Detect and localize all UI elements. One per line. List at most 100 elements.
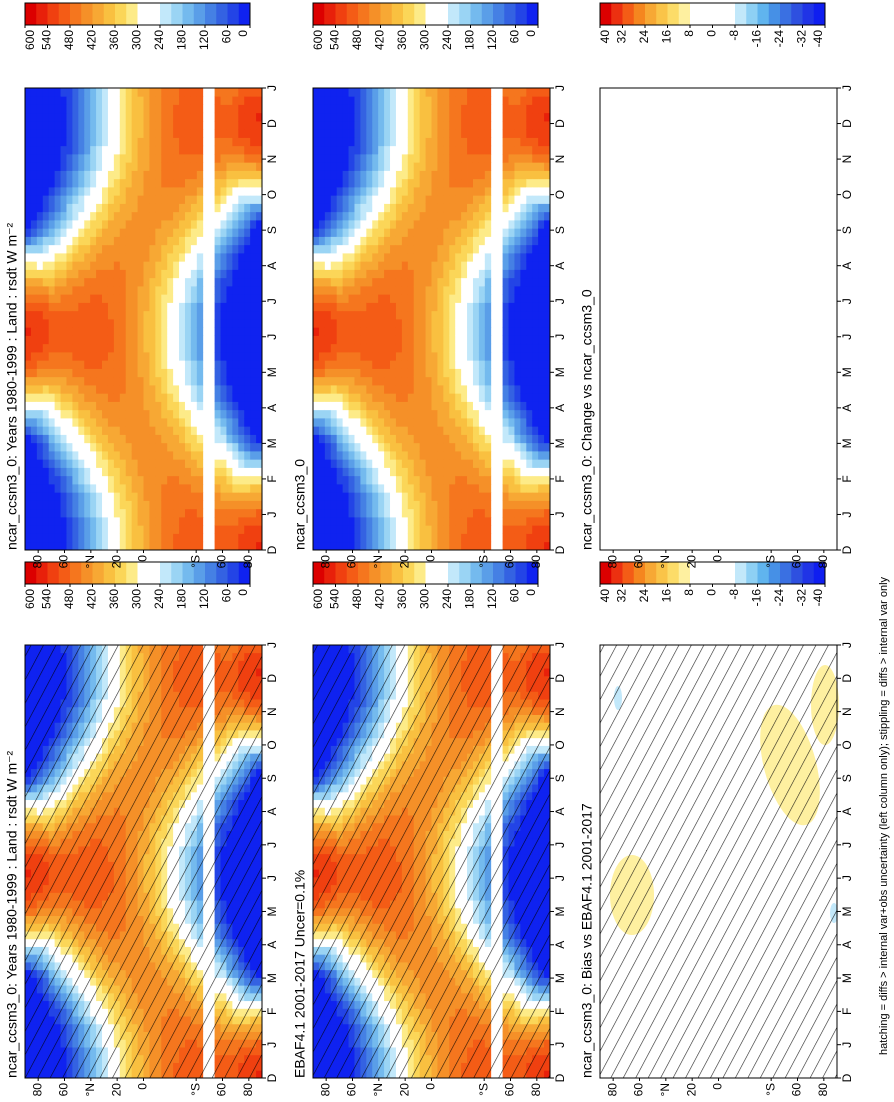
field-cell <box>125 277 133 287</box>
field-cell <box>25 310 32 320</box>
field-cell <box>131 88 138 97</box>
field-cell <box>238 261 245 270</box>
field-cell <box>244 459 251 468</box>
field-cell <box>256 360 263 369</box>
field-cell <box>179 286 186 295</box>
field-cell <box>256 484 263 493</box>
field-cell <box>84 121 91 130</box>
field-cell <box>125 211 133 221</box>
field-cell <box>90 203 97 213</box>
field-cell <box>78 154 85 163</box>
field-cell <box>125 343 133 353</box>
colorbar-cell <box>70 562 82 584</box>
field-cell <box>48 525 56 534</box>
field-cell <box>42 442 50 452</box>
field-cell <box>250 343 257 353</box>
field-cell <box>119 492 127 501</box>
field-cell <box>184 203 192 213</box>
field-cell <box>149 261 156 270</box>
field-cell <box>232 335 239 345</box>
field-cell <box>161 385 168 394</box>
field-cell <box>60 393 67 402</box>
field-cell <box>149 129 156 138</box>
field-cell <box>173 269 180 279</box>
field-cell <box>113 525 121 534</box>
field-cell <box>131 178 138 188</box>
field-cell <box>90 187 97 196</box>
field-cell <box>131 442 138 452</box>
field-cell <box>190 228 198 237</box>
field-cell <box>84 145 91 155</box>
field-cell <box>113 517 121 526</box>
field-cell <box>184 500 192 510</box>
field-cell <box>119 269 127 279</box>
field-cell <box>244 541 251 551</box>
field-cell <box>30 319 38 328</box>
field-cell <box>96 170 103 180</box>
field-cell <box>214 442 221 452</box>
field-cell <box>214 145 221 155</box>
x-tick-label: J <box>265 875 279 881</box>
field-cell <box>42 426 50 435</box>
field-cell <box>60 286 67 295</box>
field-cell <box>42 508 50 518</box>
field-cell <box>66 451 73 460</box>
field-cell <box>66 442 73 452</box>
field-cell <box>214 409 221 419</box>
field-cell <box>107 154 115 163</box>
field-cell <box>119 418 127 427</box>
field-cell <box>25 335 32 345</box>
field-cell <box>149 145 156 155</box>
field-cell <box>214 352 221 361</box>
field-cell <box>72 492 79 501</box>
field-cell <box>131 475 138 485</box>
field-cell <box>190 393 198 402</box>
field-cell <box>125 467 133 477</box>
field-cell <box>184 525 192 534</box>
field-cell <box>107 96 115 105</box>
field-cell <box>66 170 73 180</box>
field-cell <box>155 121 162 130</box>
field-cell <box>196 294 204 303</box>
field-cell <box>238 294 245 303</box>
field-cell <box>149 385 156 394</box>
field-cell <box>102 220 109 229</box>
field-cell <box>119 162 127 171</box>
field-cell <box>54 401 61 411</box>
colorbar-cell <box>227 562 240 584</box>
field-cell <box>60 376 67 386</box>
field-cell <box>238 327 245 336</box>
field-cell <box>137 343 144 353</box>
field-cell <box>125 236 133 246</box>
field-cell <box>161 492 168 501</box>
field-cell <box>250 327 257 336</box>
field-cell <box>190 112 198 122</box>
field-cell <box>30 129 38 138</box>
field-cell <box>30 277 38 287</box>
field-cell <box>137 112 144 122</box>
field-cell <box>78 393 85 402</box>
field-cell <box>137 376 144 386</box>
field-cell <box>256 368 263 378</box>
field-cell <box>42 261 50 270</box>
field-cell <box>256 154 263 163</box>
field-cell <box>173 484 180 493</box>
field-cell <box>226 517 233 526</box>
field-cell <box>36 96 44 105</box>
field-cell <box>137 277 144 287</box>
field-cell <box>196 261 204 270</box>
field-cell <box>143 500 150 510</box>
field-cell <box>72 541 79 551</box>
field-cell <box>226 277 233 287</box>
field-cell <box>238 88 245 97</box>
colorbar-cell <box>115 562 127 584</box>
field-cell <box>48 401 56 411</box>
field-cell <box>244 302 251 312</box>
field-cell <box>226 310 233 320</box>
field-cell <box>113 451 121 460</box>
field-cell <box>25 327 32 336</box>
field-cell <box>25 302 32 312</box>
field-cell <box>42 467 50 477</box>
field-cell <box>113 393 121 402</box>
field-cell <box>30 261 38 270</box>
